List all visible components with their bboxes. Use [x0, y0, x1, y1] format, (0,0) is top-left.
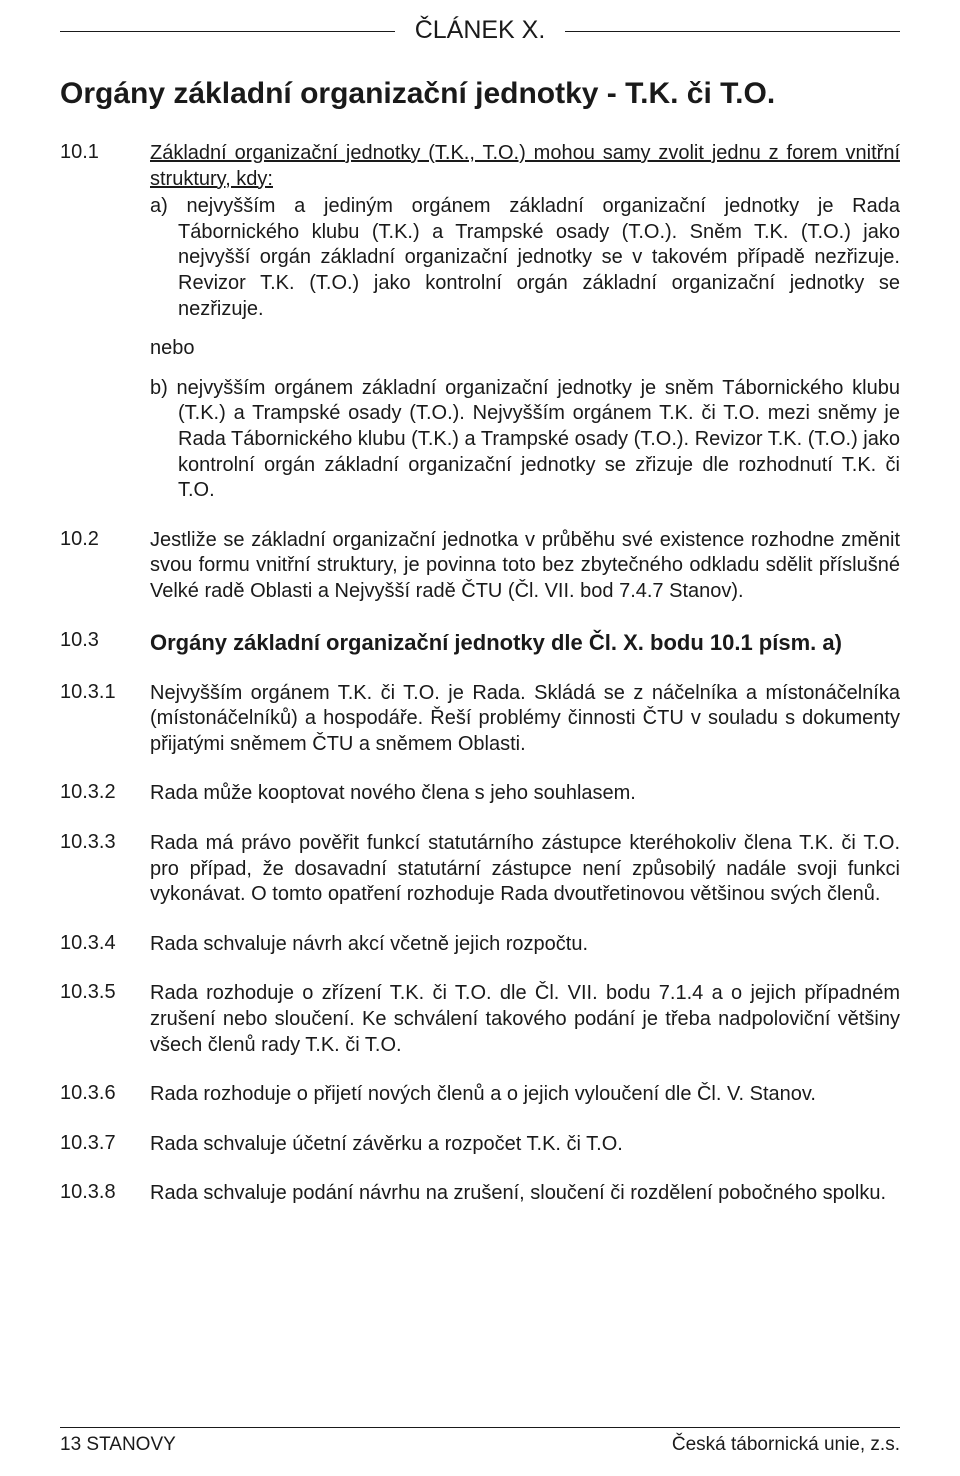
clause-body: Rada může kooptovat nového člena s jeho … — [150, 781, 900, 807]
clause-10-1-b: b) nejvyšším orgánem základní organizačn… — [150, 376, 900, 504]
clause-number: 10.3.4 — [60, 932, 150, 958]
article-header-text: ČLÁNEK X. — [415, 16, 546, 44]
clause-10-1: 10.1 Základní organizační jednotky (T.K.… — [60, 141, 900, 504]
clause-body: Rada rozhoduje o přijetí nových členů a … — [150, 1082, 900, 1108]
clause-body: Jestliže se základní organizační jednotk… — [150, 528, 900, 605]
clause-10-3-1: 10.3.1 Nejvyšším orgánem T.K. či T.O. je… — [60, 681, 900, 758]
clause-number: 10.3.8 — [60, 1181, 150, 1207]
clause-10-3-6: 10.3.6 Rada rozhoduje o přijetí nových č… — [60, 1082, 900, 1108]
clause-body-heading: Orgány základní organizační jednotky dle… — [150, 629, 900, 657]
clause-body: Rada schvaluje účetní závěrku a rozpočet… — [150, 1132, 900, 1158]
clause-number: 10.3.6 — [60, 1082, 150, 1108]
clause-10-1-nebo: nebo — [150, 336, 900, 362]
clause-number: 10.3 — [60, 629, 150, 657]
clause-number: 10.1 — [60, 141, 150, 504]
clause-body: Rada má právo pověřit funkcí statutárníh… — [150, 831, 900, 908]
clause-10-3-3: 10.3.3 Rada má právo pověřit funkcí stat… — [60, 831, 900, 908]
footer-left: 13 STANOVY — [60, 1434, 176, 1456]
main-title: Orgány základní organizační jednotky - T… — [60, 77, 900, 111]
clause-number: 10.3.1 — [60, 681, 150, 758]
clause-10-1-a: a) nejvyšším a jediným orgánem základní … — [150, 194, 900, 322]
clause-body: Základní organizační jednotky (T.K., T.O… — [150, 141, 900, 504]
clause-10-3-4: 10.3.4 Rada schvaluje návrh akcí včetně … — [60, 932, 900, 958]
clause-number: 10.3.5 — [60, 981, 150, 1058]
footer-right: Česká tábornická unie, z.s. — [672, 1434, 900, 1456]
clause-lead: Základní organizační jednotky (T.K., T.O… — [150, 142, 900, 190]
clause-body: Nejvyšším orgánem T.K. či T.O. je Rada. … — [150, 681, 900, 758]
clause-10-3-2: 10.3.2 Rada může kooptovat nového člena … — [60, 781, 900, 807]
clause-number: 10.3.2 — [60, 781, 150, 807]
clause-body: Rada schvaluje podání návrhu na zrušení,… — [150, 1181, 900, 1207]
clause-body: Rada schvaluje návrh akcí včetně jejich … — [150, 932, 900, 958]
clause-10-3-7: 10.3.7 Rada schvaluje účetní závěrku a r… — [60, 1132, 900, 1158]
article-header: ČLÁNEK X. — [60, 16, 900, 45]
clause-body: Rada rozhoduje o zřízení T.K. či T.O. dl… — [150, 981, 900, 1058]
clause-number: 10.2 — [60, 528, 150, 605]
clause-10-3-8: 10.3.8 Rada schvaluje podání návrhu na z… — [60, 1181, 900, 1207]
clause-10-3: 10.3 Orgány základní organizační jednotk… — [60, 629, 900, 657]
clause-10-3-5: 10.3.5 Rada rozhoduje o zřízení T.K. či … — [60, 981, 900, 1058]
clause-10-2: 10.2 Jestliže se základní organizační je… — [60, 528, 900, 605]
rule-right — [565, 31, 900, 32]
rule-left — [60, 31, 395, 32]
page-footer: 13 STANOVY Česká tábornická unie, z.s. — [60, 1427, 900, 1456]
clause-number: 10.3.7 — [60, 1132, 150, 1158]
clause-number: 10.3.3 — [60, 831, 150, 908]
